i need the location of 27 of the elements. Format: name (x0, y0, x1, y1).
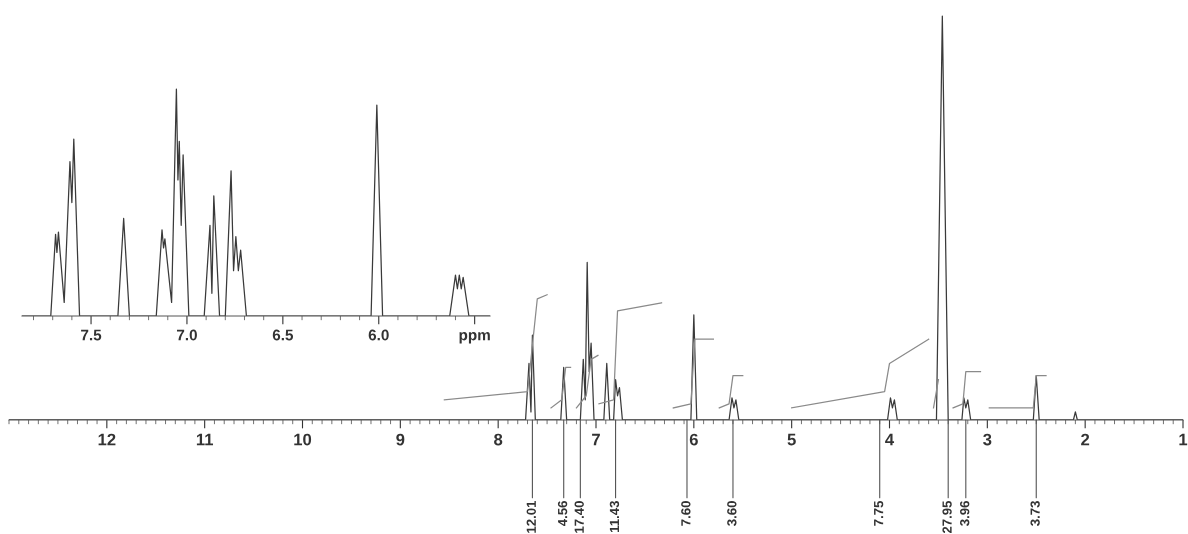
x-tick-label: 6.5 (272, 329, 294, 341)
annotation: 7.60 (681, 501, 691, 526)
annotation: 11.43 (609, 501, 620, 533)
x-tick-label: 6.0 (368, 329, 389, 341)
x-tick-label: 5 (787, 433, 796, 446)
annotation: 7.75 (874, 500, 884, 526)
x-tick-label: 8 (494, 433, 503, 446)
x-tick-label: 7 (592, 433, 600, 446)
annotation: 12.01 (526, 500, 536, 533)
x-tick-label: 10 (294, 433, 312, 446)
x-tick-label: 4 (885, 433, 895, 446)
x-tick-label: 12 (98, 433, 116, 446)
x-tick-label: 7.0 (176, 329, 197, 341)
x-tick-label: 6 (689, 433, 698, 446)
annotation: 17.40 (574, 501, 584, 533)
annotation: 3.96 (960, 501, 970, 526)
x-tick-label: 9 (396, 433, 405, 446)
annotation: 27.95 (942, 500, 952, 534)
x-tick-label: 3 (983, 433, 992, 446)
x-tick-label: 11 (196, 433, 214, 446)
x-tick-label: ppm (459, 332, 490, 344)
x-tick-label: 1 (1179, 433, 1188, 446)
annotation: 3.73 (1030, 501, 1040, 526)
x-tick-label: 2 (1081, 433, 1090, 446)
annotation: 3.60 (727, 501, 737, 526)
annotation: 4.56 (557, 501, 568, 527)
x-tick-label: 7.5 (81, 329, 102, 341)
